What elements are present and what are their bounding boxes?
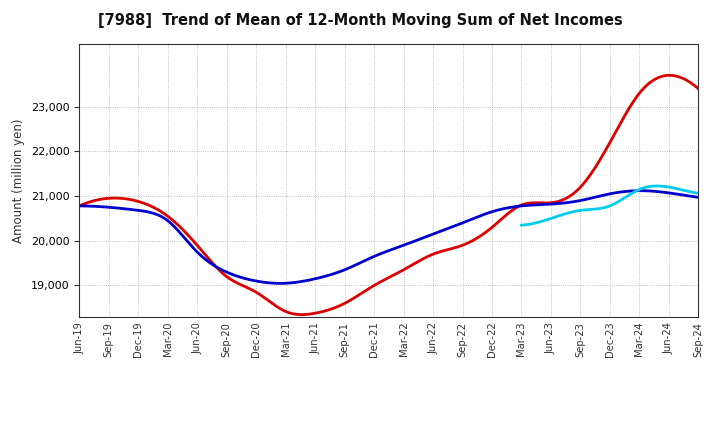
7 Years (667, 185, 675, 190)
7 Years (623, 194, 631, 199)
7 Years (694, 191, 703, 196)
5 Years (446, 225, 454, 231)
5 Years (75, 203, 84, 209)
3 Years (446, 246, 454, 252)
5 Years (599, 193, 608, 198)
3 Years (75, 203, 84, 209)
Line: 3 Years: 3 Years (79, 75, 698, 315)
7 Years (678, 187, 687, 193)
Legend: 3 Years, 5 Years, 7 Years: 3 Years, 5 Years, 7 Years (251, 438, 527, 440)
5 Years (636, 188, 644, 193)
3 Years (665, 73, 674, 78)
3 Years (599, 152, 608, 157)
5 Years (276, 281, 284, 286)
7 Years (652, 183, 661, 189)
7 Years (518, 223, 526, 228)
3 Years (638, 87, 647, 92)
3 Years (77, 202, 86, 208)
Line: 5 Years: 5 Years (79, 191, 698, 283)
5 Years (444, 226, 452, 231)
7 Years (626, 192, 634, 197)
Line: 7 Years: 7 Years (521, 186, 698, 225)
Text: [7988]  Trend of Mean of 12-Month Moving Sum of Net Incomes: [7988] Trend of Mean of 12-Month Moving … (98, 13, 622, 28)
7 Years (622, 194, 631, 199)
3 Years (444, 247, 452, 252)
5 Years (694, 195, 703, 200)
7 Years (517, 223, 526, 228)
3 Years (297, 312, 305, 317)
5 Years (77, 203, 86, 209)
3 Years (456, 243, 464, 249)
3 Years (694, 86, 703, 92)
Y-axis label: Amount (million yen): Amount (million yen) (12, 118, 25, 242)
5 Years (456, 221, 464, 227)
5 Years (640, 188, 649, 194)
